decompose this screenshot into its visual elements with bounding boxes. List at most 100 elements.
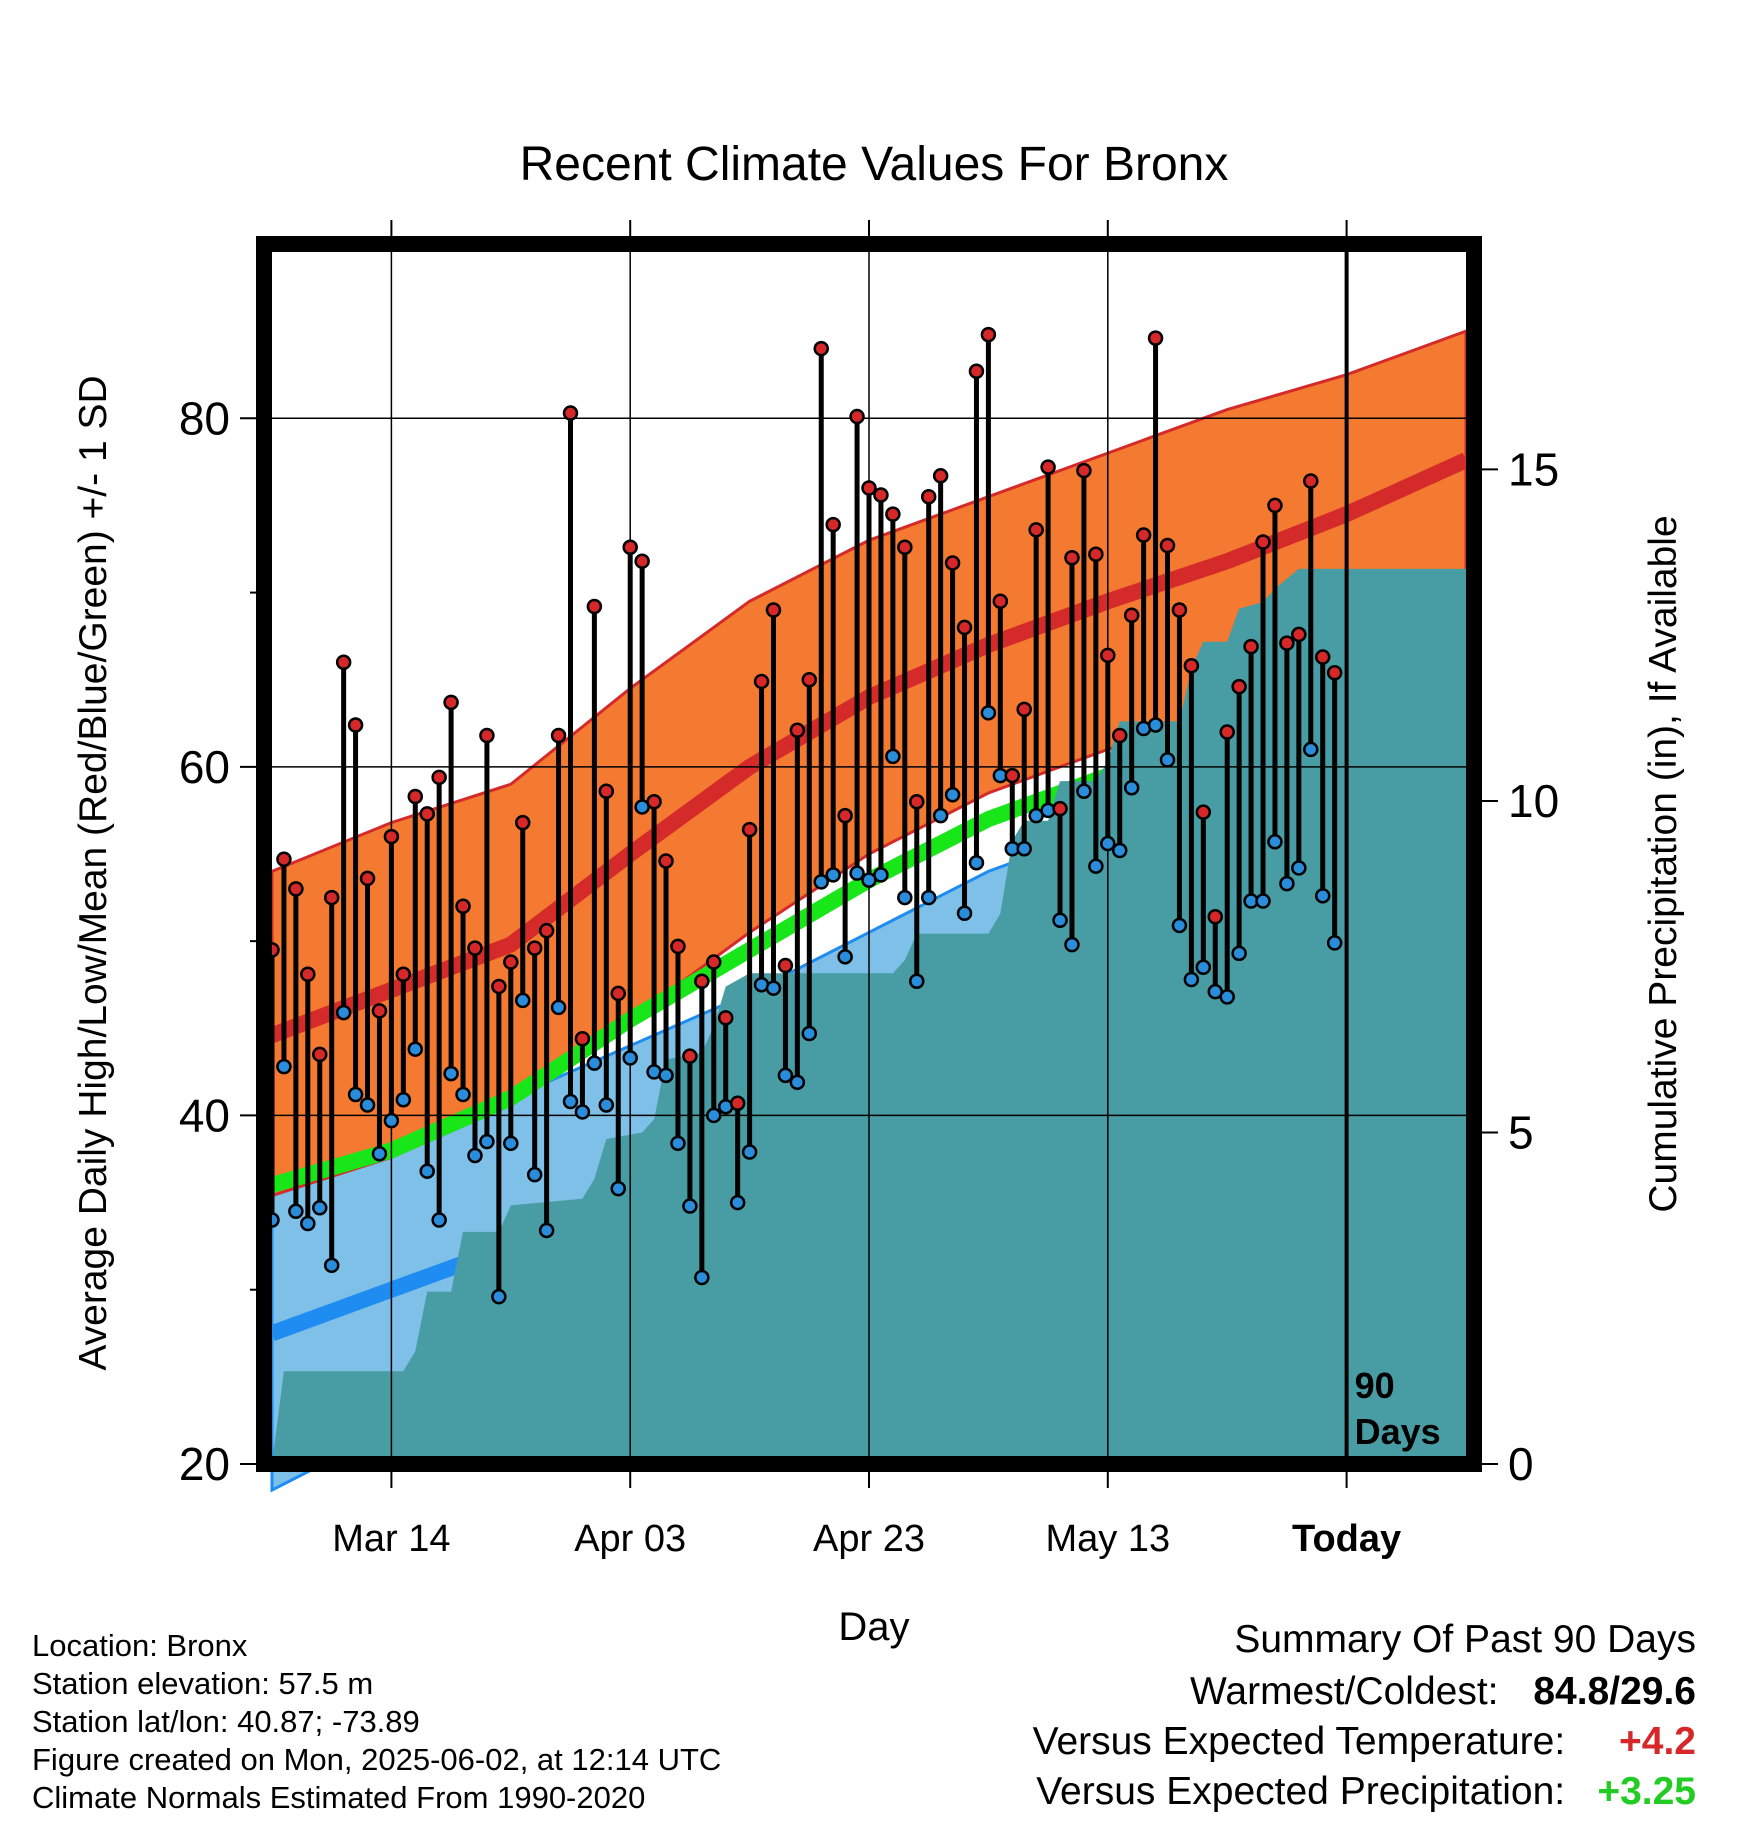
daily-low-point: [347, 1086, 364, 1103]
daily-low-point: [479, 1133, 495, 1150]
daily-low-point: [885, 748, 901, 765]
daily-high-point: [741, 821, 758, 838]
daily-low-point: [503, 1135, 519, 1152]
daily-low-point: [383, 1112, 400, 1129]
daily-low-point: [1100, 835, 1116, 852]
daily-high-point: [1231, 678, 1247, 695]
daily-high-point: [1016, 701, 1032, 718]
daily-low-point: [1255, 893, 1271, 909]
daily-low-point: [1326, 935, 1343, 951]
y-tick-label: 80: [179, 392, 230, 444]
daily-high-point: [371, 1003, 388, 1019]
daily-low-point: [443, 1065, 459, 1082]
summary-warm-cold: Warmest/Coldest: 84.8/29.6: [1190, 1670, 1696, 1714]
daily-high-point: [491, 978, 507, 995]
daily-high-point: [944, 555, 961, 571]
daily-low-point: [897, 889, 913, 906]
daily-high-point: [825, 516, 841, 533]
daily-low-point: [455, 1086, 471, 1103]
precip-label: Versus Expected Precipitation:: [1036, 1770, 1566, 1813]
daily-low-point: [371, 1146, 388, 1162]
daily-high-point: [1111, 727, 1128, 744]
daily-low-point: [1111, 842, 1128, 859]
daily-high-point: [407, 788, 424, 805]
y-tick-label: 20: [179, 1438, 230, 1490]
daily-high-point: [1076, 462, 1092, 479]
daily-high-point: [479, 727, 495, 744]
daily-high-point: [1100, 647, 1116, 664]
daily-high-point: [598, 783, 615, 800]
daily-high-point: [503, 954, 519, 970]
daily-high-point: [347, 717, 364, 733]
daily-low-point: [920, 889, 937, 906]
daily-low-point: [407, 1041, 424, 1057]
daily-low-point: [729, 1194, 746, 1211]
daily-low-point: [1279, 875, 1295, 892]
daily-high-point: [920, 488, 937, 505]
daily-low-point: [550, 999, 567, 1016]
daily-high-point: [586, 598, 603, 615]
daily-low-point: [288, 1203, 304, 1220]
temp-value: +4.2: [1619, 1720, 1696, 1763]
daily-low-point: [276, 1058, 292, 1075]
daily-high-point: [610, 985, 627, 1002]
daily-high-point: [801, 671, 818, 688]
daily-low-point: [1195, 959, 1212, 976]
daily-high-point: [574, 1030, 591, 1047]
y2-axis-label: Cumulative Precipitation (in), If Availa…: [1642, 515, 1685, 1212]
daily-high-point: [932, 468, 949, 484]
daily-low-point: [873, 867, 889, 883]
daily-high-point: [813, 340, 829, 357]
daily-high-point: [992, 593, 1009, 610]
daily-low-point: [1291, 860, 1307, 876]
daily-low-point: [682, 1198, 698, 1214]
daily-high-point: [1028, 522, 1044, 538]
daily-high-point: [323, 889, 340, 906]
daily-high-point: [1195, 804, 1212, 820]
warm-cold-value: 84.8/29.6: [1533, 1670, 1696, 1713]
daily-high-point: [1171, 602, 1188, 618]
daily-low-point: [765, 980, 782, 996]
daily-high-point: [670, 938, 686, 955]
y2-tick-label: 5: [1508, 1106, 1534, 1158]
daily-high-point: [395, 966, 412, 983]
daily-low-point: [514, 992, 531, 1009]
daily-high-point: [526, 940, 543, 956]
daily-high-point: [312, 1046, 328, 1063]
daily-low-point: [1052, 912, 1068, 928]
daily-high-point: [276, 851, 292, 867]
daily-high-point: [682, 1048, 698, 1064]
daily-high-point: [1303, 473, 1319, 489]
daily-high-point: [789, 722, 806, 739]
x-tick-label: Apr 23: [813, 1518, 925, 1560]
summary-temp: Versus Expected Temperature: +4.2: [1033, 1720, 1696, 1764]
daily-high-point: [455, 898, 471, 915]
daily-high-point: [1291, 626, 1307, 643]
daily-high-point: [359, 870, 376, 887]
daily-low-point: [431, 1212, 447, 1228]
daily-low-point: [956, 905, 973, 922]
daily-high-point: [1207, 908, 1224, 925]
daily-high-point: [383, 828, 400, 845]
daily-high-point: [1147, 330, 1164, 346]
metadata-location: Location: Bronx: [32, 1628, 248, 1663]
daily-low-point: [909, 973, 925, 989]
daily-high-point: [1255, 534, 1271, 550]
daily-high-point: [729, 1095, 746, 1111]
daily-low-point: [300, 1215, 316, 1232]
metadata-created: Figure created on Mon, 2025-06-02, at 12…: [32, 1742, 722, 1777]
daily-low-point: [526, 1166, 543, 1183]
daily-high-point: [897, 539, 913, 556]
daily-high-point: [873, 487, 889, 503]
daily-low-point: [741, 1144, 758, 1160]
daily-high-point: [658, 853, 674, 869]
daily-high-point: [777, 957, 794, 974]
daily-low-point: [359, 1097, 376, 1113]
daily-low-point: [562, 1093, 579, 1110]
daily-high-point: [765, 602, 782, 618]
daily-high-point: [1267, 497, 1283, 514]
daily-high-point: [1040, 459, 1056, 475]
daily-high-point: [861, 480, 877, 496]
daily-low-point: [1219, 989, 1235, 1005]
y-tick-label: 60: [179, 741, 230, 793]
